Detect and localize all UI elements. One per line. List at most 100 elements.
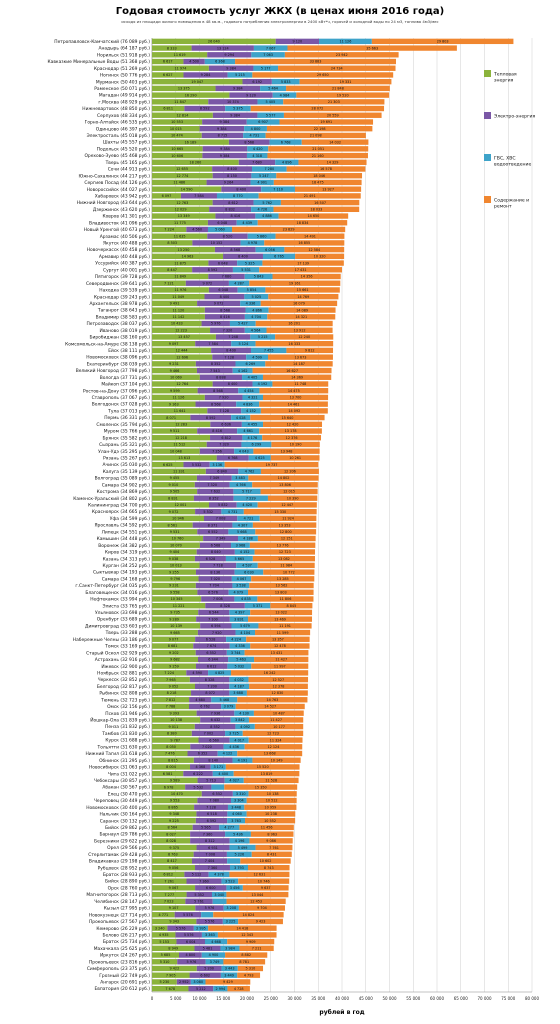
bar-segment [196,965,222,972]
bar-segment [232,522,253,528]
row-label: Новомосковск (38 096 руб.) [86,354,150,361]
bar-segment [283,112,382,118]
row-label: Белгород (32 817 руб.) [97,683,150,690]
segment-value-label: 10 048 [170,449,182,453]
segment-value-label: 9 072 [169,510,179,514]
bar-segment [228,656,255,663]
segment-value-label: 29 650 [317,73,329,77]
segment-value-label: 13 044 [251,893,263,897]
segment-value-label: 6 560 [209,738,219,742]
segment-value-label: 7 404 [205,859,215,863]
row-label: Ейск (38 111 руб.) [108,347,150,354]
bar-segment [152,891,187,898]
segment-value-label: 11 427 [275,658,287,662]
bar-segment [210,764,226,770]
segment-value-label: 9 553 [170,799,180,803]
bar-segment [152,670,187,676]
segment-value-label: 18 834 [297,221,309,225]
bar-segment [152,367,197,374]
bar-segment [242,730,304,737]
bar-segment [235,723,255,730]
bar-segment [188,985,214,992]
x-tick-label: 80 000 [525,996,539,1001]
bar-segment [152,159,239,165]
segment-value-label: 6 576 [208,590,218,594]
segment-value-label: 3 225 [226,920,236,924]
segment-value-label: 3 744 [231,651,241,655]
segment-value-label: 9 491 [170,302,180,306]
segment-value-label: 3 240 [155,926,165,930]
segment-value-label: 7 674 [207,644,217,648]
row-label: Екатеринбург (38 039 руб.) [87,360,151,367]
segment-value-label: 8 568 [211,402,221,406]
segment-value-label: 9 637 [261,886,271,890]
bar-segment [152,408,208,414]
segment-value-label: 11 997 [274,664,286,668]
bar-segment [259,267,343,273]
bar-segment [152,112,213,118]
segment-value-label: 13 431 [271,651,283,655]
bar-segment [270,603,313,609]
bar-segment [271,441,320,448]
bar-segment [152,455,217,461]
segment-value-label: 7 812 [166,698,176,702]
bar-segment [152,72,184,78]
segment-value-label: 9 348 [169,812,179,816]
bar-segment [242,374,263,380]
segment-value-label: 12 124 [268,745,280,749]
segment-value-label: 6 222 [193,772,203,776]
bar-segment [152,280,186,286]
segment-value-label: 14 475 [288,389,300,393]
bar-segment [227,804,245,810]
row-label: Самара (34 902 руб.) [102,481,151,488]
segment-value-label: 16 290 [185,93,197,97]
row-label: Ярославль (34 592 руб.) [95,522,151,529]
bar-segment [152,307,205,313]
segment-value-label: 9 231 [169,584,179,588]
bar-segment [193,495,234,501]
segment-value-label: 6 812 [221,436,231,440]
bar-segment [228,139,270,145]
segment-value-label: 4 835 [241,597,251,601]
segment-value-label: 7 200 [207,685,217,689]
segment-value-label: 35 663 [366,46,378,50]
segment-value-label: 8 447 [167,268,177,272]
bar-segment [212,166,253,172]
row-label: Тверь (33 288 руб.) [105,629,151,636]
row-label: Каменск-Уральский (34 802 руб.) [73,495,150,502]
row-label: Симферополь (23 375 руб.) [87,965,150,972]
segment-value-label: 3 538 [236,584,246,588]
row-label: Владивосток (41 096 руб.) [89,219,150,226]
row-label: Подольск (45 520 руб.) [97,145,151,152]
x-tick-label: 70 000 [478,996,492,1001]
bar-segment [152,757,194,763]
bar-segment [194,945,221,952]
segment-value-label: 4 439 [242,221,252,225]
bar-segment [152,750,188,757]
bar-segment [152,858,192,864]
segment-value-label: 3 208 [226,906,236,910]
bar-segment [243,508,317,515]
bar-segment [152,320,202,327]
bar-segment [231,475,249,481]
segment-value-label: 16 333 [288,342,300,346]
segment-value-label: 4 935 [159,933,169,937]
segment-value-label: 11 512 [173,443,185,447]
segment-value-label: 8 400 [236,187,246,191]
bar-segment [245,817,296,824]
bar-segment [241,441,272,448]
bar-segment [236,220,258,226]
bar-segment [201,791,233,797]
segment-value-label: 9 505 [170,490,180,494]
segment-value-label: 5 310 [160,960,170,964]
segment-value-label: 5 761 [194,900,204,904]
segment-value-label: 5 060 [215,228,225,232]
segment-value-label: 8 027 [166,832,176,836]
bar-segment [152,482,195,488]
row-label: Орел (29 566 руб.) [107,844,150,851]
bar-segment [152,126,200,132]
bar-segment [222,918,239,925]
row-label: Грозный (22 749 руб.) [99,972,150,979]
segment-value-label: 3 079 [224,705,234,709]
x-tick-label: 10 000 [193,996,207,1001]
